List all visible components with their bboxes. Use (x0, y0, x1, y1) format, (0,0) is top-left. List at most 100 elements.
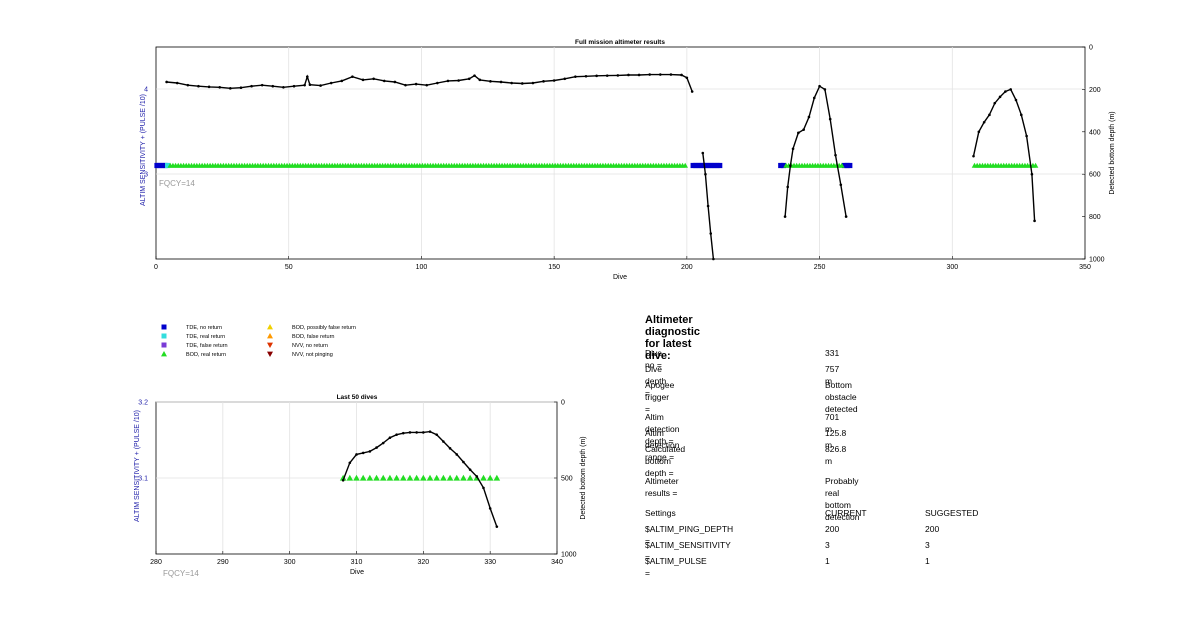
settings-header-current: CURRENT (825, 508, 867, 518)
legend-label: NVV, no return (292, 343, 328, 349)
bod-real-return-marker (393, 474, 400, 481)
depth-point (455, 453, 459, 456)
depth-point (495, 525, 499, 528)
tde-no-return-marker (717, 162, 723, 169)
depth-point (802, 128, 805, 131)
setting-current-ping-depth: 200 (825, 524, 840, 534)
depth-point (375, 446, 378, 449)
x-tick-label: 310 (351, 559, 363, 566)
bottom-x-ticks: 280 290 300 310 320 330 340 (150, 551, 563, 566)
depth-point (520, 82, 524, 85)
depth-point (425, 83, 429, 87)
top-y-right-label: Detected bottom depth (m) (1109, 111, 1116, 194)
legend-marker (161, 333, 167, 339)
top-y-left-ticks: 34 (144, 87, 148, 179)
depth-point (260, 83, 264, 87)
bod-real-return-marker (366, 474, 374, 481)
legend-label: BOD, possibly false return (292, 325, 356, 331)
top-y-left-label: ALTIM SENSITIVITY + (PULSE /10) (140, 94, 147, 206)
tde-no-return-marker (706, 162, 712, 169)
depth-point (207, 85, 211, 89)
setting-name-pulse: $ALTIM_PULSE = (645, 556, 707, 578)
top-y-right-ticks: 0 200 400 600 800 1000 (1082, 45, 1105, 264)
depth-point (616, 74, 620, 77)
bod-real-return-marker (359, 474, 367, 481)
depth-point (446, 79, 450, 83)
depth-point (648, 73, 651, 76)
depth-point (351, 75, 354, 78)
depth-point (542, 80, 545, 83)
bod-real-return-marker (440, 474, 447, 481)
depth-point (319, 84, 322, 87)
depth-point (422, 431, 425, 434)
y-right-tick-label: 1000 (1089, 257, 1105, 264)
depth-point (834, 153, 837, 157)
depth-point (381, 441, 385, 445)
depth-point (499, 80, 503, 84)
depth-point (368, 450, 372, 453)
legend-marker (161, 342, 167, 348)
diag-value-dive-depth: 757 m (825, 364, 840, 386)
x-tick-label: 150 (548, 264, 560, 271)
bod-real-return-marker (406, 474, 414, 481)
depth-point (414, 82, 418, 86)
depth-point (462, 460, 465, 464)
top-depth-series (165, 73, 1036, 261)
diag-label-apogee-trigger: Apogee trigger = (645, 380, 675, 414)
top-x-ticks: 0 50 100 150 200 250 300 350 (154, 256, 1091, 271)
depth-point (690, 90, 694, 93)
diag-label-calculated-bottom-depth: Calculated bottom depth = (645, 444, 686, 478)
depth-point (1030, 172, 1034, 176)
depth-point (712, 257, 715, 261)
depth-point (807, 115, 811, 119)
bod-real-return-marker (446, 474, 454, 481)
bottom-markers (339, 474, 501, 481)
depth-point (823, 88, 827, 91)
legend-marker (161, 324, 167, 330)
bod-real-return-marker (493, 474, 501, 481)
bod-real-return-marker (426, 474, 434, 481)
diag-value-dive-no: 331 (825, 348, 840, 358)
x-tick-label: 320 (417, 559, 429, 566)
depth-point (218, 85, 222, 89)
depth-point (828, 117, 832, 121)
depth-point (1025, 134, 1028, 138)
depth-point (382, 79, 386, 83)
diag-value-altim-detection-range: 125.8 m (825, 428, 847, 450)
depth-line (972, 88, 1036, 221)
x-tick-label: 200 (681, 264, 693, 271)
depth-point (1009, 88, 1012, 91)
depth-point (1004, 90, 1007, 93)
depth-point (435, 433, 439, 436)
depth-point (355, 453, 358, 456)
depth-point (789, 164, 792, 168)
legend-marker (267, 333, 273, 339)
depth-point (165, 80, 168, 84)
depth-point (428, 430, 432, 433)
depth-point (442, 440, 445, 443)
bottom-chart: 280 290 300 310 320 330 340 3.1 3.2 0 500 1000 La… (134, 394, 587, 578)
depth-point (271, 84, 275, 88)
bottom-y-left-ticks: 3.1 3.2 (138, 400, 148, 483)
depth-line (166, 73, 693, 92)
depth-point (482, 486, 485, 490)
y-left-tick-label: 3.2 (138, 400, 148, 407)
depth-point (595, 74, 598, 78)
bod-real-return-marker (839, 162, 845, 168)
tde-no-return-marker (844, 162, 850, 169)
bottom-y-left-label: ALTIM SENSITIVITY + (PULSE /10) (134, 410, 141, 522)
bod-real-return-marker (433, 474, 440, 481)
depth-point (791, 147, 795, 151)
bod-real-return-marker (353, 474, 360, 481)
depth-point (786, 185, 790, 189)
y-right-tick-label: 0 (561, 400, 565, 407)
bod-real-return-marker (413, 474, 420, 481)
y-left-tick-label: 3 (144, 172, 148, 179)
bod-real-return-marker (399, 474, 407, 481)
tde-no-return-marker (778, 162, 784, 169)
depth-point (998, 95, 1002, 99)
diag-label-altim-detection-range: Altim detection range = (645, 428, 680, 462)
tde-no-return-marker (841, 162, 848, 169)
x-tick-label: 350 (1079, 264, 1091, 271)
